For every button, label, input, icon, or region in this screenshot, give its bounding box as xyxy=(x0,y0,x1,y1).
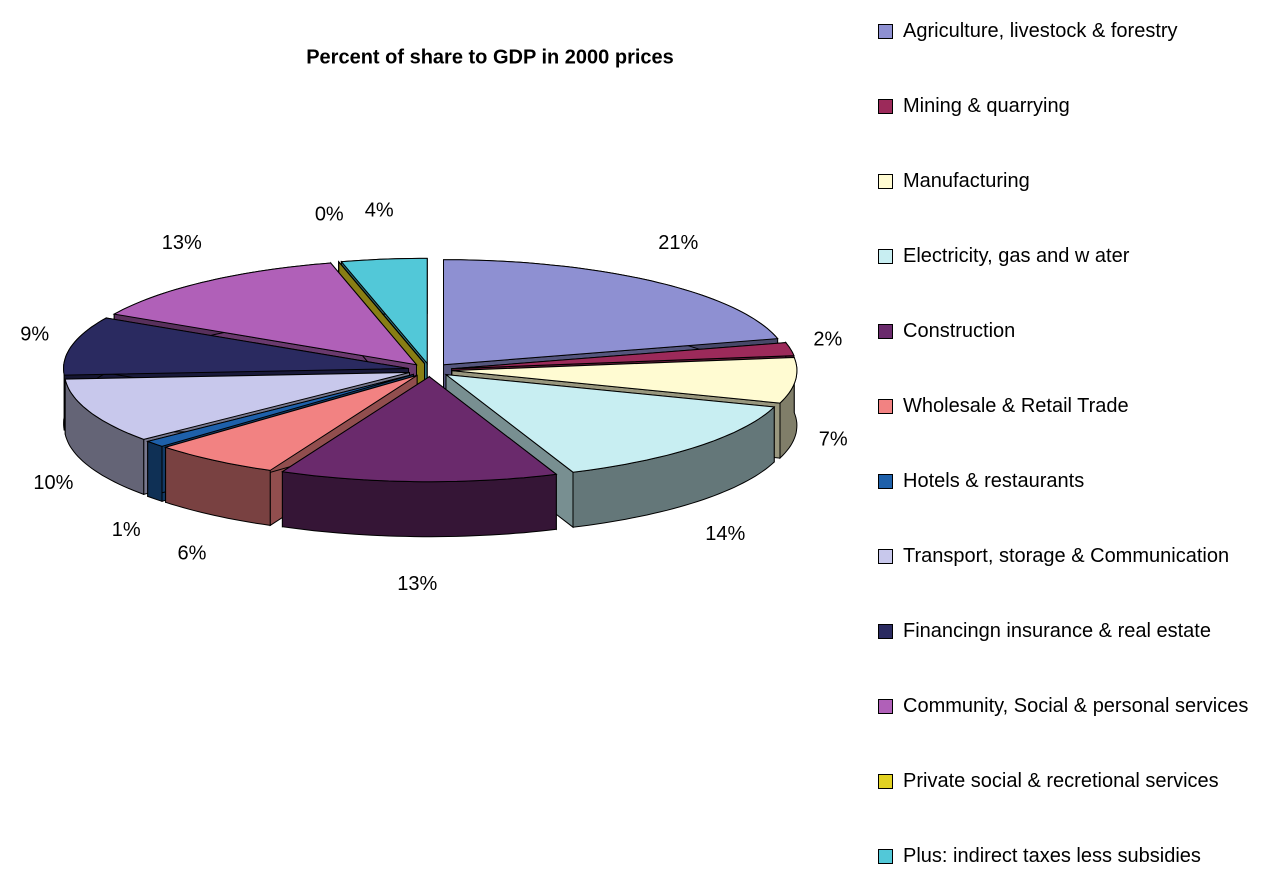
legend-label: Agriculture, livestock & forestry xyxy=(903,20,1178,42)
legend-item: Wholesale & Retail Trade xyxy=(878,391,1258,421)
slice-top xyxy=(451,342,795,370)
data-label: 0% xyxy=(315,203,344,225)
legend-swatch xyxy=(878,24,893,39)
data-label: 13% xyxy=(162,232,202,254)
legend-item: Private social & recretional services xyxy=(878,766,1258,796)
legend-swatch xyxy=(878,699,893,714)
legend-label: Hotels & restaurants xyxy=(903,470,1085,492)
legend-swatch xyxy=(878,474,893,489)
slice-wall xyxy=(147,440,163,502)
legend-item: Transport, storage & Communication xyxy=(878,541,1258,571)
legend-label: Electricity, gas and w ater xyxy=(903,245,1130,267)
chart-title: Percent of share to GDP in 2000 prices xyxy=(306,46,674,68)
data-label: 13% xyxy=(397,573,437,595)
slice-top xyxy=(444,373,776,473)
slice-top xyxy=(145,373,414,447)
data-label: 9% xyxy=(20,323,49,345)
legend-swatch xyxy=(878,174,893,189)
legend-label: Community, Social & personal services xyxy=(903,695,1249,717)
legend-swatch xyxy=(878,249,893,264)
legend-item: Financingn insurance & real estate xyxy=(878,616,1258,646)
data-label: 14% xyxy=(705,523,745,545)
legend-swatch xyxy=(878,324,893,339)
data-label: 21% xyxy=(658,232,698,254)
legend-swatch xyxy=(878,849,893,864)
data-label: 10% xyxy=(33,472,73,494)
slice-top xyxy=(112,262,418,366)
legend-label: Plus: indirect taxes less subsidies xyxy=(903,845,1201,867)
legend-item: Electricity, gas and w ater xyxy=(878,241,1258,271)
data-label: 7% xyxy=(819,428,848,450)
slice xyxy=(281,375,558,538)
slice-top xyxy=(281,376,558,483)
legend-label: Financingn insurance & real estate xyxy=(903,620,1211,642)
slice-top xyxy=(338,261,425,364)
legend-item: Agriculture, livestock & forestry xyxy=(878,16,1258,46)
legend-item: Mining & quarrying xyxy=(878,91,1258,121)
legend-label: Wholesale & Retail Trade xyxy=(903,395,1129,417)
legend-item: Hotels & restaurants xyxy=(878,466,1258,496)
data-label: 4% xyxy=(365,200,394,222)
data-label: 2% xyxy=(813,328,842,350)
legend-label: Construction xyxy=(903,320,1016,342)
data-label: 1% xyxy=(112,519,141,541)
slice-top xyxy=(63,317,409,376)
legend-swatch xyxy=(878,774,893,789)
legend-swatch xyxy=(878,624,893,639)
pie-area: Percent of share to GDP in 2000 prices 2… xyxy=(20,46,848,595)
slice-top xyxy=(443,259,779,366)
legend-swatch xyxy=(878,549,893,564)
legend-label: Manufacturing xyxy=(903,170,1030,192)
slice-top xyxy=(163,374,418,471)
legend-item: Manufacturing xyxy=(878,166,1258,196)
legend-label: Private social & recretional services xyxy=(903,770,1219,792)
slice-top xyxy=(64,372,410,440)
legend-swatch xyxy=(878,399,893,414)
slice-top xyxy=(340,257,428,365)
legend-label: Mining & quarrying xyxy=(903,95,1070,117)
legend-label: Transport, storage & Communication xyxy=(903,545,1230,567)
legend-item: Community, Social & personal services xyxy=(878,691,1258,721)
slice-top xyxy=(451,356,798,404)
data-label: 6% xyxy=(177,543,206,565)
legend-item: Plus: indirect taxes less subsidies xyxy=(878,841,1258,871)
legend-item: Construction xyxy=(878,316,1258,346)
legend-swatch xyxy=(878,99,893,114)
